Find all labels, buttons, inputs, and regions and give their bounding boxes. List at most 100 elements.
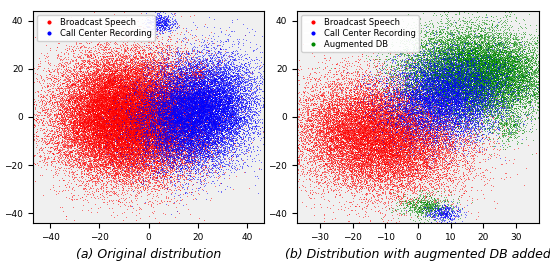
Point — [195, 64, 204, 69]
Point — [82, 129, 91, 134]
Point — [445, 30, 454, 35]
Point — [372, 96, 381, 100]
Point — [185, 104, 194, 108]
Point — [122, 119, 130, 123]
Point — [189, 92, 197, 96]
Point — [118, 79, 127, 84]
Point — [455, 84, 464, 88]
Point — [488, 45, 497, 49]
Point — [194, 84, 203, 88]
Point — [206, 141, 215, 146]
Point — [333, 142, 342, 147]
Point — [182, 112, 191, 116]
Point — [204, 97, 212, 101]
Point — [417, 137, 426, 141]
Point — [120, 88, 129, 93]
Point — [240, 91, 249, 95]
Point — [320, 126, 329, 130]
Point — [215, 104, 224, 108]
Point — [91, 172, 100, 177]
Point — [86, 161, 95, 165]
Point — [180, 128, 189, 132]
Point — [112, 105, 121, 109]
Point — [126, 143, 135, 148]
Point — [197, 140, 206, 144]
Point — [352, 128, 361, 132]
Point — [424, 166, 432, 171]
Point — [139, 64, 147, 69]
Point — [493, 56, 502, 60]
Point — [113, 139, 122, 143]
Point — [93, 123, 102, 128]
Point — [414, 97, 423, 101]
Point — [183, 126, 191, 130]
Point — [71, 71, 80, 76]
Point — [179, 165, 188, 169]
Point — [479, 107, 488, 111]
Point — [379, 130, 388, 134]
Point — [377, 146, 386, 151]
Point — [433, 175, 442, 179]
Point — [148, 79, 157, 84]
Point — [412, 81, 421, 85]
Point — [425, 110, 433, 115]
Point — [78, 161, 87, 165]
Point — [435, 128, 444, 132]
Point — [223, 120, 232, 124]
Point — [143, 131, 152, 135]
Point — [525, 46, 533, 51]
Point — [172, 55, 180, 60]
Point — [169, 96, 178, 100]
Point — [98, 68, 107, 72]
Point — [187, 104, 196, 109]
Point — [89, 132, 97, 136]
Point — [145, 134, 154, 138]
Point — [140, 145, 149, 149]
Point — [81, 97, 90, 101]
Point — [129, 73, 138, 78]
Point — [92, 140, 101, 144]
Point — [145, 120, 153, 125]
Point — [384, 93, 393, 98]
Point — [365, 124, 373, 129]
Point — [428, 75, 437, 79]
Point — [172, 59, 181, 63]
Point — [154, 116, 163, 120]
Point — [374, 124, 383, 128]
Point — [131, 130, 140, 135]
Point — [387, 110, 396, 114]
Point — [375, 147, 383, 152]
Point — [127, 107, 136, 112]
Point — [172, 91, 180, 95]
Point — [430, 129, 438, 133]
Point — [430, 63, 439, 67]
Point — [200, 123, 209, 128]
Point — [42, 121, 51, 125]
Point — [425, 165, 434, 169]
Point — [160, 124, 168, 129]
Point — [420, 134, 429, 138]
Point — [128, 106, 137, 110]
Point — [137, 164, 146, 168]
Point — [101, 162, 110, 166]
Point — [142, 88, 151, 93]
Point — [395, 167, 404, 172]
Point — [283, 115, 292, 119]
Point — [145, 100, 153, 104]
Point — [180, 126, 189, 130]
Point — [102, 139, 111, 143]
Point — [177, 138, 186, 142]
Point — [449, 97, 458, 101]
Point — [378, 128, 387, 133]
Point — [465, 66, 474, 71]
Point — [520, 63, 529, 67]
Point — [336, 105, 345, 109]
Point — [91, 80, 100, 85]
Point — [63, 150, 72, 154]
Point — [291, 154, 300, 159]
Point — [510, 65, 519, 70]
Point — [488, 87, 497, 91]
Point — [223, 111, 232, 115]
Point — [414, 173, 422, 177]
Point — [272, 122, 281, 126]
